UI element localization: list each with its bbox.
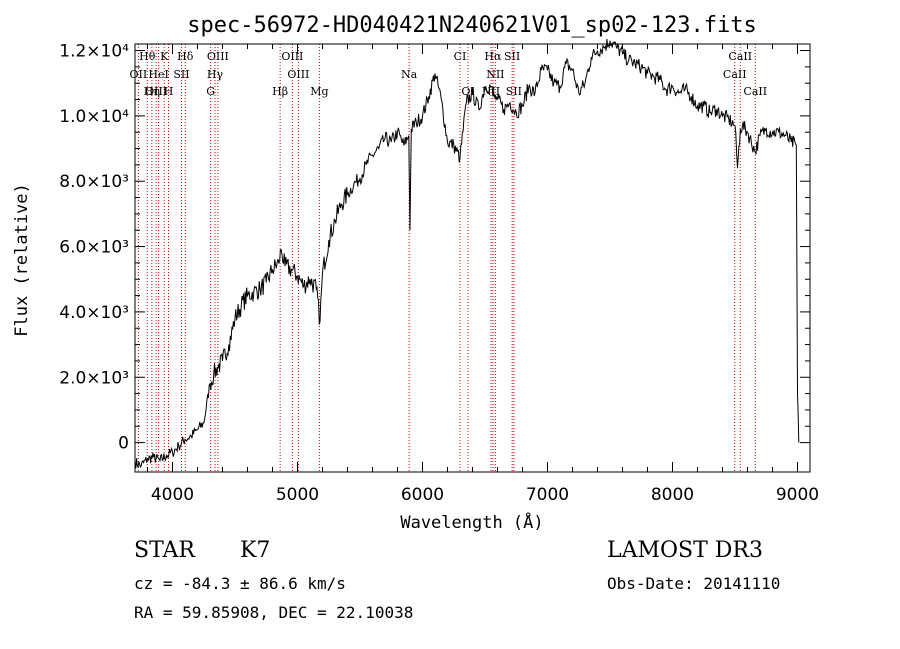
spectral-line-label: OIII	[281, 50, 303, 63]
obs-date-text: Obs-Date: 20141110	[607, 574, 781, 593]
spectral-line-label: Hα	[484, 50, 502, 63]
spectral-line-label: Hβ	[272, 85, 288, 98]
x-tick-label: 5000	[276, 485, 319, 505]
spectral-line-label: Hθ	[139, 50, 156, 63]
spectral-line-label: SII	[173, 68, 189, 81]
spectral-line-markers	[137, 44, 756, 472]
object-class: STAR	[134, 538, 195, 563]
spectral-line-label: G	[206, 85, 215, 98]
spectral-line-label: Na	[401, 68, 418, 81]
y-tick-label: 6.0×10³	[59, 238, 129, 258]
y-tick-label: 1.2×10⁴	[59, 42, 129, 62]
y-tick-label: 1.0×10⁴	[59, 107, 129, 127]
spectral-line-label: K	[160, 50, 169, 63]
spectral-line-label: NII	[486, 68, 504, 81]
spectral-line-label: Hδ	[177, 50, 194, 63]
y-tick-label: 8.0×10³	[59, 172, 129, 192]
x-tick-label: 6000	[401, 485, 444, 505]
coordinates-text: RA = 59.85908, DEC = 22.10038	[134, 603, 414, 622]
spectral-line-label: CaII	[743, 85, 767, 98]
chart-title: spec-56972-HD040421N240621V01_sp02-123.f…	[187, 13, 757, 38]
spectral-line-label: OIII	[145, 85, 167, 98]
spectral-line-label: OIII	[287, 68, 309, 81]
y-axis-ticks: 0 2.0×10³ 4.0×10³ 6.0×10³ 8.0×10³ 1.0×10⁴ 1.2×…	[59, 42, 810, 454]
y-tick-label: 4.0×10³	[59, 303, 129, 323]
spectral-line-label: Mg	[310, 85, 328, 98]
spectral-line-label: CaII	[728, 50, 752, 63]
y-axis-label: Flux (relative)	[12, 183, 32, 337]
spectral-line-label: OIII	[207, 50, 229, 63]
spectral-line-label: OII	[130, 68, 148, 81]
x-axis-ticks: 4000 5000 6000 7000 8000 9000	[147, 44, 819, 505]
spectral-line-label: H	[164, 85, 174, 98]
survey-name: LAMOST DR3	[607, 538, 763, 563]
spectral-line-label: CaII	[723, 68, 747, 81]
y-tick-label: 0	[118, 434, 129, 454]
x-tick-label: 8000	[651, 485, 694, 505]
y-tick-label: 2.0×10³	[59, 368, 129, 388]
spectral-line-label: Hγ	[207, 68, 224, 81]
object-subclass: K7	[240, 538, 271, 563]
spectrum-line	[134, 38, 800, 469]
x-tick-label: 7000	[526, 485, 569, 505]
spectral-line-label: SII	[506, 85, 522, 98]
spectral-line-label: Hη	[144, 85, 160, 98]
spectral-line-label: SII	[504, 50, 520, 63]
x-axis-label: Wavelength (Å)	[400, 511, 543, 533]
velocity-text: cz = -84.3 ± 86.6 km/s	[134, 574, 346, 593]
spectral-line-label: CI	[454, 50, 467, 63]
spectral-line-label: HeI	[148, 68, 168, 81]
x-tick-label: 9000	[776, 485, 819, 505]
x-tick-label: 4000	[151, 485, 194, 505]
